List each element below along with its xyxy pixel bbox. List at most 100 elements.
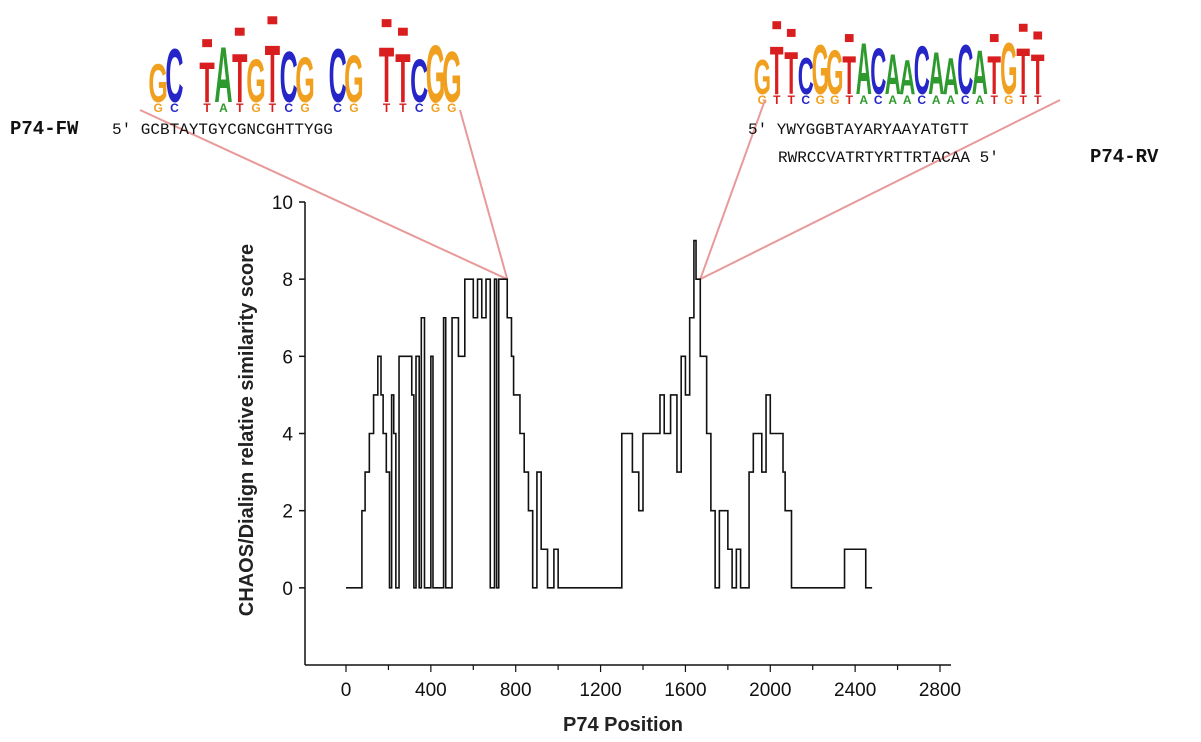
logo-letter: C [165, 34, 183, 119]
logo-top-block [267, 16, 278, 25]
logo-small-letter: G [431, 101, 440, 115]
callout-line [699, 99, 1061, 281]
logo-letter: C [914, 32, 930, 109]
logo-small-letter: A [932, 93, 941, 107]
x-tick-label: 400 [415, 680, 447, 701]
sequence-logo-rv: GG TT TT CC GG GG TT AA CC AA AA CC AA AA CC AA TT GG TT TT [754, 21, 1045, 110]
x-tick-label: 2000 [749, 680, 791, 701]
logo-letter: T [842, 44, 856, 106]
logo-letter: A [943, 49, 959, 106]
x-tick-label: 2400 [834, 680, 876, 701]
logo-small-letter: T [773, 93, 781, 107]
logo-small-letter: A [903, 93, 912, 107]
logo-top-block [1033, 31, 1043, 40]
logo-small-letter: T [203, 101, 211, 115]
primer-rv-seq-top: 5′ YWYGGBTAYARYAAYATGTT [748, 121, 969, 139]
x-tick-label: 1200 [579, 680, 621, 701]
logo-letter: C [870, 36, 886, 108]
logo-top-block [202, 39, 212, 48]
logo-small-letter: G [447, 101, 456, 115]
logo-letter: G [148, 53, 168, 115]
logo-letter: C [329, 34, 347, 119]
y-tick-label: 0 [282, 579, 293, 600]
y-tick-label: 6 [282, 347, 293, 368]
logo-letter: G [1000, 28, 1017, 111]
logo-small-letter: C [874, 93, 883, 107]
logo-letter: C [957, 31, 973, 111]
logo-small-letter: G [153, 101, 162, 115]
logo-letter: T [770, 32, 784, 109]
logo-letter: G [344, 41, 364, 116]
logo-letter: G [754, 50, 771, 105]
similarity-step-line [346, 239, 873, 589]
logo-top-block [234, 27, 245, 36]
logo-letter: G [442, 36, 462, 118]
logo-letter: T [199, 51, 214, 115]
logo-small-letter: T [236, 101, 244, 115]
logo-small-letter: T [1034, 93, 1042, 107]
logo-small-letter: C [961, 93, 970, 107]
logo-top-block [786, 28, 796, 37]
logo-small-letter: A [888, 93, 897, 107]
logo-small-letter: G [816, 93, 825, 107]
y-tick-label: 4 [282, 425, 293, 446]
x-axis-title: P74 Position [563, 714, 683, 736]
logo-letter: G [812, 31, 829, 111]
logo-letter: A [214, 32, 232, 120]
logo-small-letter: G [1004, 93, 1013, 107]
y-tick-label: 10 [272, 193, 293, 214]
logo-small-letter: T [383, 101, 391, 115]
logo-letter: T [265, 28, 280, 120]
y-tick-label: 8 [282, 270, 293, 291]
logo-small-letter: C [284, 101, 293, 115]
logo-top-block [1018, 23, 1028, 32]
logo-small-letter: G [251, 101, 260, 115]
logo-small-letter: C [801, 93, 810, 107]
logo-small-letter: C [917, 93, 926, 107]
logo-letter: A [972, 37, 988, 108]
logo-letter: T [1031, 44, 1045, 107]
logo-small-letter: C [170, 101, 179, 115]
logo-small-letter: G [758, 93, 767, 107]
logo-small-letter: C [415, 101, 424, 115]
sequence-logo-fw: GG CC TT AA TT GG TT CC GG CC GG TT TT CC GG GG [148, 16, 462, 120]
logo-small-letter: T [269, 101, 277, 115]
logo-letter: A [899, 50, 915, 105]
callout-line [139, 109, 508, 281]
logo-letter: T [1016, 36, 1030, 108]
logo-small-letter: G [349, 101, 358, 115]
logo-letter: G [295, 45, 315, 116]
callout-line [459, 109, 509, 280]
logo-letter: C [798, 49, 814, 106]
x-tick-label: 1600 [664, 680, 706, 701]
logo-letter: G [826, 37, 843, 108]
logo-small-letter: T [399, 101, 407, 115]
logo-small-letter: T [991, 93, 999, 107]
primer-fw-seq: 5′ GCBTAYTGYCGNCGHTTYGG [112, 121, 333, 139]
logo-small-letter: A [859, 93, 868, 107]
primer-rv-label: P74-RV [1090, 146, 1159, 168]
logo-letter: C [410, 47, 428, 115]
y-axis-title: CHAOS/Dialign relative similarity score [236, 244, 258, 616]
logo-letter: G [246, 47, 266, 115]
logo-letter: G [426, 28, 446, 120]
callout-lines [139, 99, 1061, 281]
x-tick-label: 2800 [919, 680, 961, 701]
logo-small-letter: G [300, 101, 309, 115]
logo-letter: A [856, 28, 872, 111]
logo-small-letter: T [1020, 93, 1028, 107]
logo-top-block [989, 34, 999, 43]
logo-letter: A [885, 44, 901, 107]
y-tick-label: 2 [282, 502, 293, 523]
logo-top-block [381, 19, 392, 28]
logo-small-letter: T [788, 93, 796, 107]
logo-small-letter: A [946, 93, 955, 107]
callout-line [699, 99, 766, 280]
logo-top-block [772, 21, 782, 30]
primer-fw-label: P74-FW [10, 118, 79, 140]
logo-letter: T [987, 44, 1001, 106]
logo-small-letter: G [830, 93, 839, 107]
x-tick-label: 0 [341, 680, 352, 701]
logo-letter: T [784, 40, 798, 108]
